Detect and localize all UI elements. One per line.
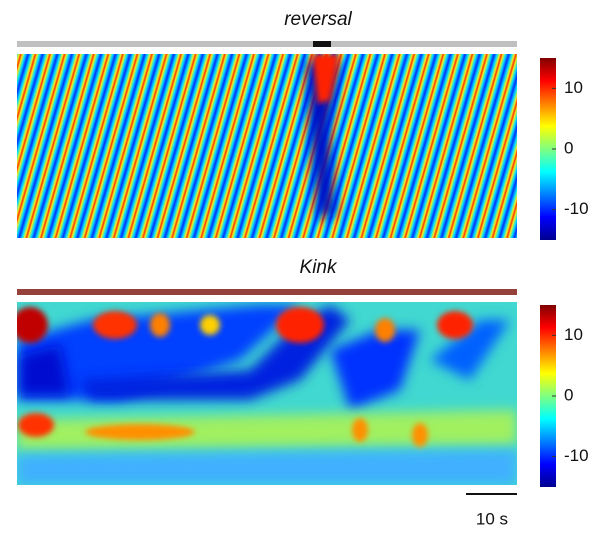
colorbar [540,305,556,487]
scale-bar-label: 10 s [476,509,508,528]
heatmap-cells [306,60,340,220]
heatmap-cells [312,54,340,104]
heatmap-cells [375,318,395,342]
colorbar-tick-label: -10 [564,199,589,218]
heatmap-cells [93,311,137,339]
chart-title: reversal [284,9,352,30]
heatmap-cells [17,305,300,400]
colorbar-tick-label: -10 [564,446,589,465]
colorbar-tick-label: 10 [564,325,583,344]
colorbar [540,58,556,240]
heatmap-cells [17,450,517,485]
colorbar-tick-label: 10 [564,78,583,97]
condition-bar [17,41,517,47]
heatmap-cells [330,330,420,410]
heatmap-cells [276,307,324,343]
heatmap-cells [437,311,473,339]
heatmap-cells [150,313,170,337]
heatmap-cells [17,307,48,343]
condition-bar [17,289,517,295]
reversal-marker [313,41,331,47]
colorbar-tick-label: 0 [564,138,573,157]
heatmap-cells [17,54,517,238]
colorbar-tick-label: 0 [564,385,573,404]
chart-title: Kink [300,257,338,278]
heatmap-cells [352,418,368,442]
heatmap-cells [85,424,195,440]
heatmap-cells [430,320,510,380]
heatmap-cells [20,345,70,395]
heatmap [17,54,517,238]
heatmap-cells [80,305,350,400]
heatmap-cells [17,410,517,450]
heatmap-cells [18,413,54,437]
heatmap [17,302,517,485]
heatmap-cells [412,423,428,447]
heatmap-cells [200,315,220,335]
